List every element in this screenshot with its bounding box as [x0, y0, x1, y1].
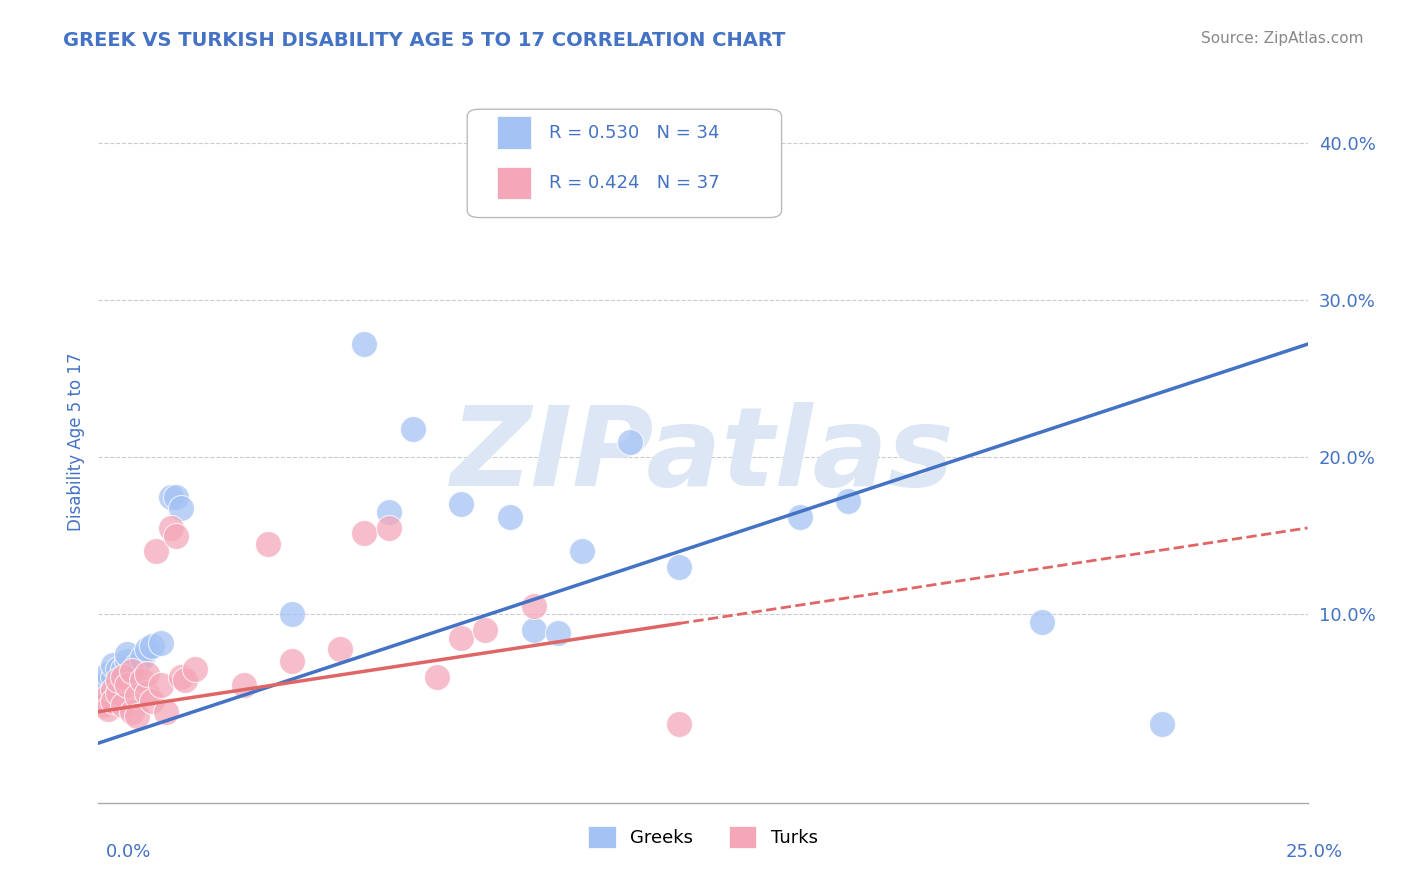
Point	[837, 494, 859, 508]
Point	[155, 705, 177, 719]
Point	[377, 505, 399, 519]
Point	[111, 662, 134, 676]
FancyBboxPatch shape	[498, 167, 531, 200]
Text: GREEK VS TURKISH DISABILITY AGE 5 TO 17 CORRELATION CHART: GREEK VS TURKISH DISABILITY AGE 5 TO 17 …	[63, 31, 786, 50]
Point	[523, 599, 546, 614]
Point	[281, 655, 304, 669]
Point	[353, 525, 375, 540]
Point	[117, 678, 139, 692]
Point	[165, 529, 187, 543]
Point	[117, 655, 139, 669]
Point	[402, 422, 425, 436]
Point	[281, 607, 304, 622]
Text: 0.0%: 0.0%	[105, 843, 150, 861]
Point	[111, 673, 134, 688]
Point	[174, 673, 197, 688]
Point	[127, 709, 149, 723]
Point	[169, 500, 191, 515]
Point	[97, 689, 120, 703]
Point	[426, 670, 449, 684]
Point	[107, 686, 129, 700]
Point	[256, 536, 278, 550]
Y-axis label: Disability Age 5 to 17: Disability Age 5 to 17	[66, 352, 84, 531]
Point	[523, 623, 546, 637]
Point	[111, 698, 134, 713]
Legend: Greeks, Turks: Greeks, Turks	[581, 819, 825, 855]
Point	[111, 670, 134, 684]
Point	[232, 678, 254, 692]
Point	[353, 337, 375, 351]
Point	[184, 662, 207, 676]
Point	[450, 631, 472, 645]
Point	[547, 626, 569, 640]
Point	[101, 694, 124, 708]
Point	[135, 641, 157, 656]
Text: 25.0%: 25.0%	[1285, 843, 1343, 861]
Point	[141, 694, 163, 708]
Text: ZIPatlas: ZIPatlas	[451, 402, 955, 509]
Point	[160, 490, 183, 504]
Point	[127, 689, 149, 703]
Point	[101, 657, 124, 672]
Point	[91, 698, 114, 713]
Point	[571, 544, 593, 558]
Text: R = 0.530   N = 34: R = 0.530 N = 34	[550, 124, 720, 142]
Point	[474, 623, 496, 637]
Point	[1152, 717, 1174, 731]
Point	[131, 651, 153, 665]
Point	[329, 641, 352, 656]
Point	[107, 662, 129, 676]
Point	[145, 544, 167, 558]
FancyBboxPatch shape	[467, 109, 782, 218]
Point	[135, 667, 157, 681]
Point	[135, 686, 157, 700]
Point	[160, 521, 183, 535]
Point	[668, 717, 690, 731]
Point	[668, 560, 690, 574]
Point	[127, 657, 149, 672]
Point	[141, 639, 163, 653]
Text: Source: ZipAtlas.com: Source: ZipAtlas.com	[1201, 31, 1364, 46]
Point	[131, 673, 153, 688]
Point	[619, 434, 641, 449]
Point	[107, 673, 129, 688]
Point	[150, 678, 173, 692]
Point	[498, 510, 520, 524]
Point	[789, 510, 811, 524]
Point	[450, 497, 472, 511]
Point	[169, 670, 191, 684]
Point	[101, 682, 124, 697]
Text: R = 0.424   N = 37: R = 0.424 N = 37	[550, 174, 720, 193]
Point	[97, 667, 120, 681]
Point	[97, 673, 120, 688]
FancyBboxPatch shape	[498, 117, 531, 149]
Point	[91, 678, 114, 692]
Point	[121, 705, 143, 719]
Point	[121, 664, 143, 678]
Point	[121, 670, 143, 684]
Point	[150, 635, 173, 649]
Point	[101, 670, 124, 684]
Point	[117, 647, 139, 661]
Point	[97, 701, 120, 715]
Point	[165, 490, 187, 504]
Point	[377, 521, 399, 535]
Point	[1031, 615, 1053, 630]
